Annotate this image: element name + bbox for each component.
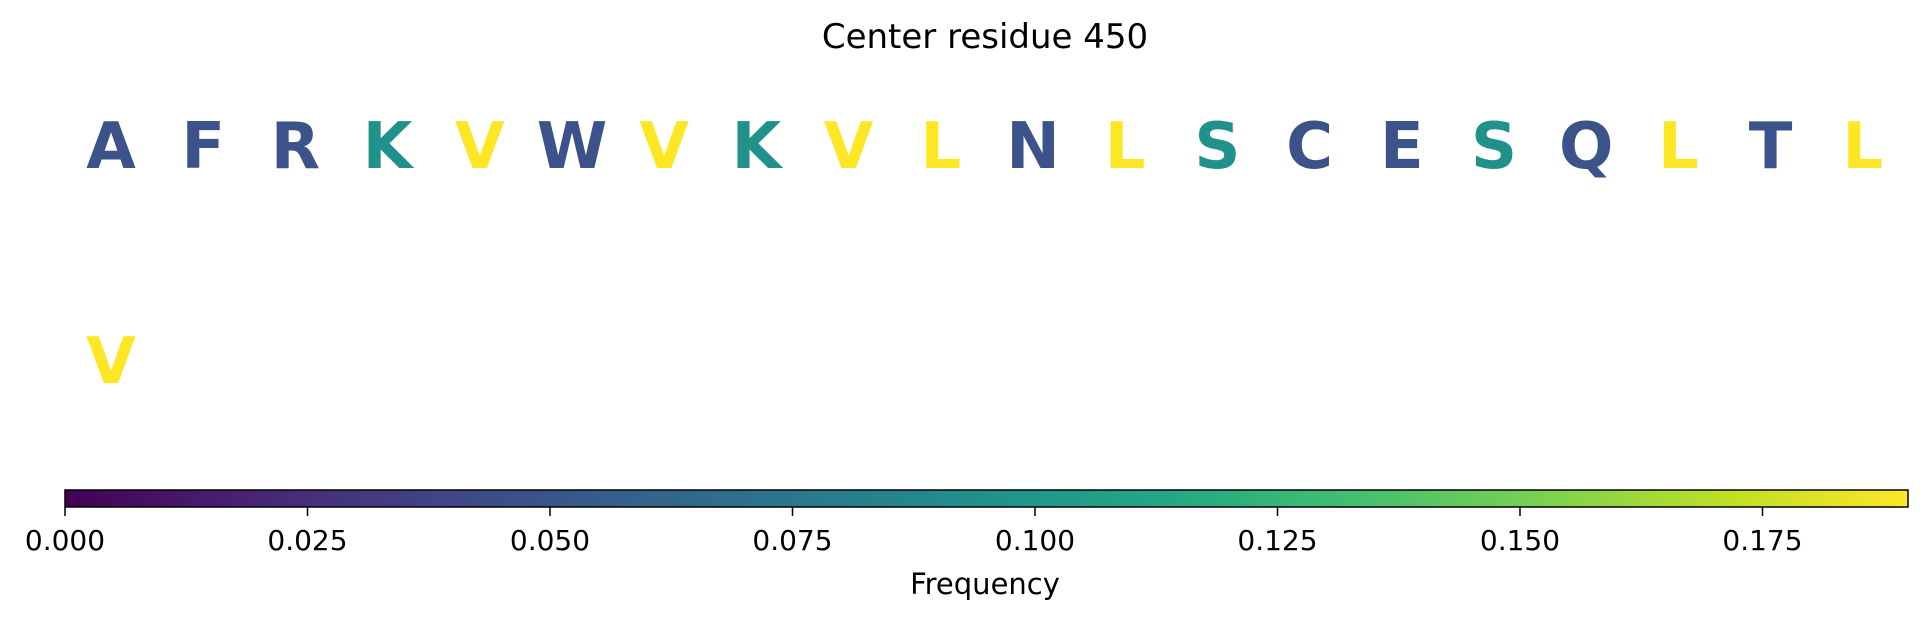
- residue-letter: A: [86, 110, 136, 184]
- residue-letter: L: [1105, 110, 1146, 184]
- colorbar-tick-label: 0.075: [752, 524, 832, 557]
- colorbar-gradient: [64, 489, 1909, 508]
- residue-letter: L: [1658, 110, 1699, 184]
- residue-letter: L: [1842, 110, 1883, 184]
- colorbar-tick-label: 0.100: [995, 524, 1075, 557]
- chart-title: Center residue 450: [822, 17, 1148, 57]
- residue-letter: C: [1286, 110, 1333, 184]
- residue-letter: R: [271, 110, 320, 184]
- residue-letter: V: [824, 110, 874, 184]
- residue-letter: E: [1380, 110, 1424, 184]
- residue-letter: K: [363, 110, 415, 184]
- residue-letter: F: [181, 110, 225, 184]
- residue-letter: S: [1194, 110, 1240, 184]
- colorbar-ticks: 0.000 0.025 0.050 0.075 0.100 0.125 0.150 0.175: [25, 507, 1803, 557]
- colorbar-tick-label: 0.150: [1480, 524, 1560, 557]
- colorbar-tick-label: 0.175: [1722, 524, 1802, 557]
- colorbar-tick-label: 0.025: [267, 524, 347, 557]
- residue-letters: A F R K V W V K V L N L S C E S Q L T LV: [86, 110, 1883, 399]
- residue-letter: S: [1471, 110, 1517, 184]
- residue-letter: N: [1006, 110, 1060, 184]
- residue-letter: L: [920, 110, 961, 184]
- residue-letter: V: [86, 325, 136, 399]
- colorbar-tick-label: 0.050: [510, 524, 590, 557]
- residue-letter: V: [639, 110, 689, 184]
- residue-letter: K: [732, 110, 784, 184]
- colorbar: 0.000 0.025 0.050 0.075 0.100 0.125 0.150 0.175…: [25, 489, 1909, 601]
- residue-letter: V: [455, 110, 505, 184]
- colorbar-label: Frequency: [910, 567, 1060, 601]
- residue-letter: T: [1749, 110, 1793, 184]
- residue-letter: Q: [1559, 110, 1613, 184]
- colorbar-tick-label: 0.000: [25, 524, 105, 557]
- colorbar-tick-label: 0.125: [1237, 524, 1317, 557]
- residue-letter: W: [537, 110, 608, 184]
